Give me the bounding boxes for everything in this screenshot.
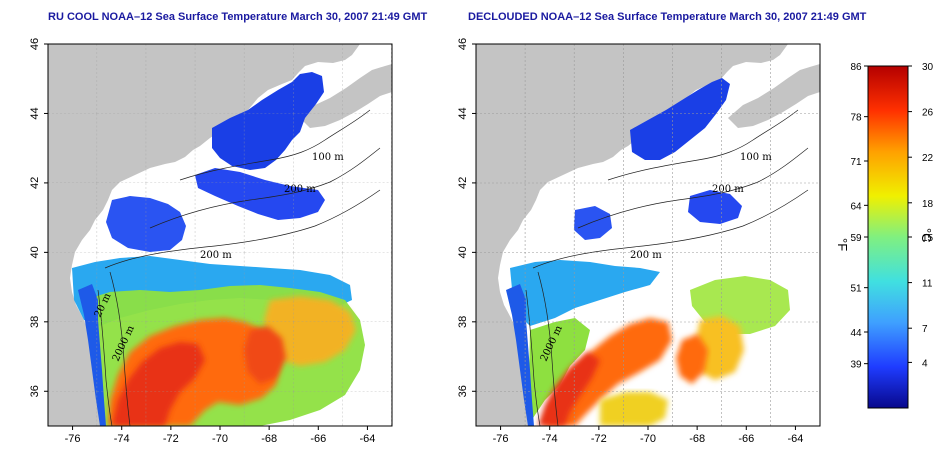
celsius-tick-label: 30 <box>922 62 934 73</box>
fahrenheit-tick-label: 64 <box>850 201 862 212</box>
fahrenheit-unit-label: °F <box>835 238 850 251</box>
x-tick-label: -64 <box>787 433 803 445</box>
celsius-tick-label: 22 <box>922 153 934 164</box>
colorbar: 30 26 22 18 15 11 7 4 86 78 71 64 59 51 44 39 °F °C <box>835 62 934 409</box>
celsius-tick-label: 18 <box>922 199 934 210</box>
y-tick-label: 42 <box>457 177 469 189</box>
y-tick-label: 44 <box>29 107 41 119</box>
colorbar-ticks: 30 26 22 18 15 11 7 4 86 78 71 64 59 51 44 39 <box>850 62 933 371</box>
x-tick-label: -66 <box>310 433 326 445</box>
y-tick-label: 38 <box>29 316 41 328</box>
x-tick-label: -76 <box>493 433 509 445</box>
y-tick-label: 46 <box>457 38 469 50</box>
x-tick-label: -72 <box>591 433 607 445</box>
contour-label-200m-north: 200 m <box>284 184 316 195</box>
fahrenheit-tick-label: 59 <box>850 233 862 244</box>
y-tick-label: 36 <box>29 385 41 397</box>
contour-label-100m: 100 m <box>740 152 772 163</box>
x-tick-label: -70 <box>212 433 228 445</box>
x-tick-label: -68 <box>261 433 277 445</box>
fahrenheit-tick-label: 51 <box>850 284 862 295</box>
land-mass <box>476 44 788 426</box>
x-tick-label: -68 <box>689 433 705 445</box>
shelf-water <box>510 260 660 326</box>
offshore-yellow-water <box>600 392 668 426</box>
celsius-tick-label: 15 <box>922 233 934 244</box>
x-tick-label: -66 <box>738 433 754 445</box>
contour-label-100m: 100 m <box>312 152 344 163</box>
graticule <box>476 44 820 426</box>
left-map-panel: 100 m 200 m 200 m 20 m 2000 m <box>47 43 393 427</box>
celsius-tick-label: 26 <box>922 108 934 119</box>
gulf-of-maine-cold-water <box>630 78 730 160</box>
right-map-panel: 100 m 200 m 200 m 2000 m <box>475 43 821 427</box>
celsius-unit-label: °C <box>919 228 934 243</box>
contour-label-200m-south: 200 m <box>200 250 232 261</box>
x-tick-label: -70 <box>640 433 656 445</box>
fahrenheit-tick-label: 86 <box>850 62 862 73</box>
warm-core-ring-center <box>676 334 708 384</box>
x-tick-label: -74 <box>114 433 130 445</box>
y-tick-label: 46 <box>29 38 41 50</box>
fahrenheit-tick-label: 78 <box>850 113 862 124</box>
celsius-tick-label: 7 <box>922 324 928 335</box>
celsius-tick-label: 4 <box>922 358 928 369</box>
contour-label-200m-south: 200 m <box>630 250 662 261</box>
x-tick-label: -72 <box>163 433 179 445</box>
warm-core-ring <box>694 316 744 380</box>
axis-tick-labels: -76 -74 -72 -70 -68 -66 -64 46 44 42 40 38 36 -76 -74 -… <box>29 38 803 445</box>
fahrenheit-tick-label: 71 <box>850 157 862 168</box>
gulf-stream-core <box>538 352 600 426</box>
nova-scotia <box>728 64 820 128</box>
y-tick-label: 40 <box>29 246 41 258</box>
y-tick-label: 38 <box>457 316 469 328</box>
coastal-cold-strip <box>506 284 534 426</box>
y-tick-label: 36 <box>457 385 469 397</box>
shelf-cold-water <box>574 206 612 240</box>
fahrenheit-tick-label: 39 <box>850 360 862 371</box>
y-tick-label: 44 <box>457 107 469 119</box>
fahrenheit-tick-label: 44 <box>850 328 862 339</box>
map-title-left: RU COOL NOAA–12 Sea Surface Temperature … <box>48 11 428 23</box>
colorbar-gradient <box>867 65 909 409</box>
map-title-right: DECLOUDED NOAA–12 Sea Surface Temperatur… <box>468 11 867 23</box>
x-tick-label: -76 <box>65 433 81 445</box>
celsius-tick-label: 11 <box>922 279 933 290</box>
bathymetry-contours <box>525 109 809 426</box>
contour-label-200m-north: 200 m <box>712 184 744 195</box>
y-tick-label: 40 <box>457 246 469 258</box>
x-tick-label: -74 <box>542 433 558 445</box>
georges-bank-cold-water <box>688 190 742 224</box>
y-tick-label: 42 <box>29 177 41 189</box>
x-tick-label: -64 <box>359 433 375 445</box>
